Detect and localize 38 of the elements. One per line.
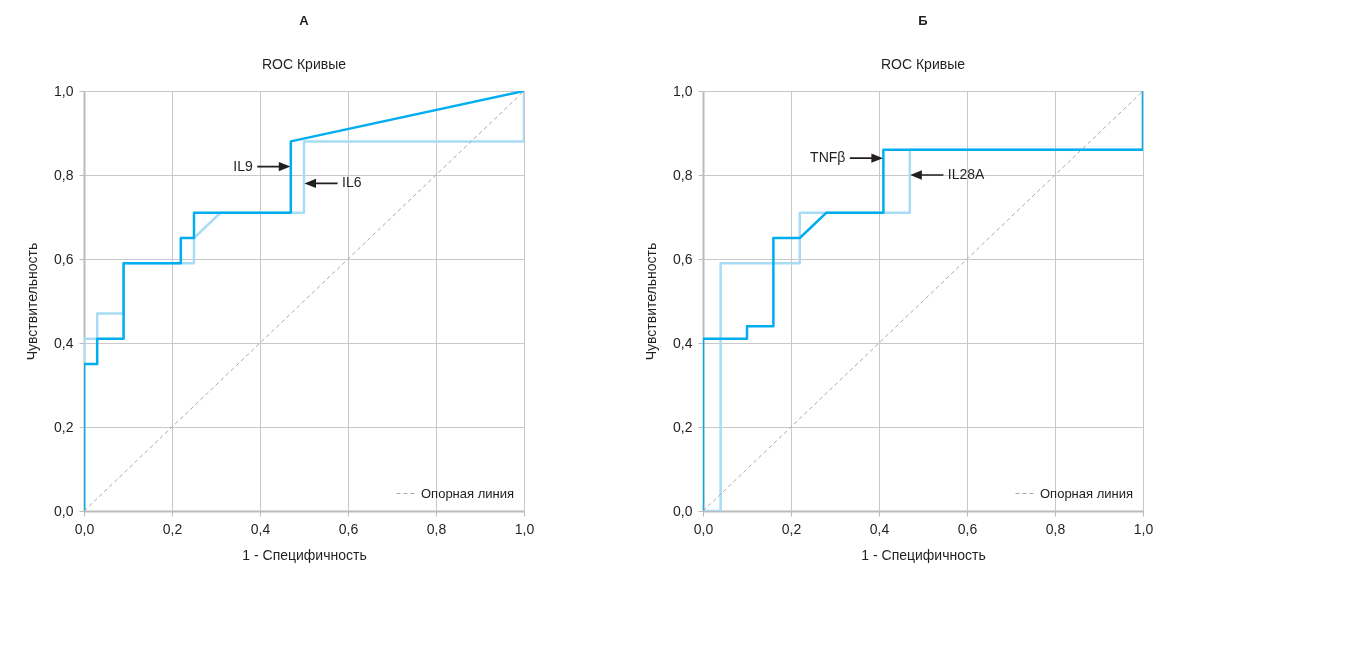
- x-tick-label: 0,8: [1045, 520, 1066, 537]
- y-tick-label: 0,4: [54, 334, 74, 351]
- x-axis-title: 1 - Специфичность: [861, 546, 986, 563]
- y-tick-label: 0,6: [54, 250, 74, 267]
- x-tick-label: 0,0: [74, 520, 95, 537]
- x-tick-label: 0,2: [781, 520, 802, 537]
- annotation: IL6: [342, 174, 362, 191]
- x-tick-label: 0,2: [162, 520, 183, 537]
- x-tick-label: 0,8: [426, 520, 447, 537]
- y-tick-label: 0,8: [673, 166, 693, 183]
- annotation: IL9: [233, 157, 254, 174]
- y-tick-label: 1,0: [54, 82, 74, 99]
- chart-title: А: [299, 13, 310, 28]
- y-tick-label: 0,6: [673, 250, 693, 267]
- legend-label: Опорная линия: [1040, 485, 1133, 501]
- x-tick-label: 0,6: [957, 520, 978, 537]
- x-tick-label: 0,4: [869, 520, 890, 537]
- y-tick-label: 0,2: [54, 418, 74, 435]
- x-tick-label: 0,0: [693, 520, 714, 537]
- x-tick-label: 1,0: [1133, 520, 1154, 537]
- chart-title: Б: [918, 13, 928, 28]
- chart-subtitle: ROC Кривые: [880, 56, 966, 72]
- y-tick-label: 0,4: [673, 334, 693, 351]
- annotation: IL28A: [947, 166, 986, 182]
- y-tick-label: 0,8: [54, 166, 74, 183]
- y-tick-label: 1,0: [673, 82, 693, 99]
- chart-subtitle: ROC Кривые: [261, 56, 347, 72]
- y-tick-label: 0,0: [673, 502, 693, 519]
- y-tick-label: 0,2: [673, 418, 693, 435]
- legend-label: Опорная линия: [421, 485, 514, 501]
- x-tick-label: 0,4: [250, 520, 271, 537]
- y-axis-title: Чувствительность: [24, 242, 41, 361]
- y-axis-title: Чувствительность: [643, 242, 660, 361]
- x-axis-title: 1 - Специфичность: [242, 546, 367, 563]
- x-tick-label: 1,0: [514, 520, 535, 537]
- y-tick-label: 0,0: [54, 502, 74, 519]
- annotation: TNFβ: [810, 149, 846, 166]
- x-tick-label: 0,6: [338, 520, 359, 537]
